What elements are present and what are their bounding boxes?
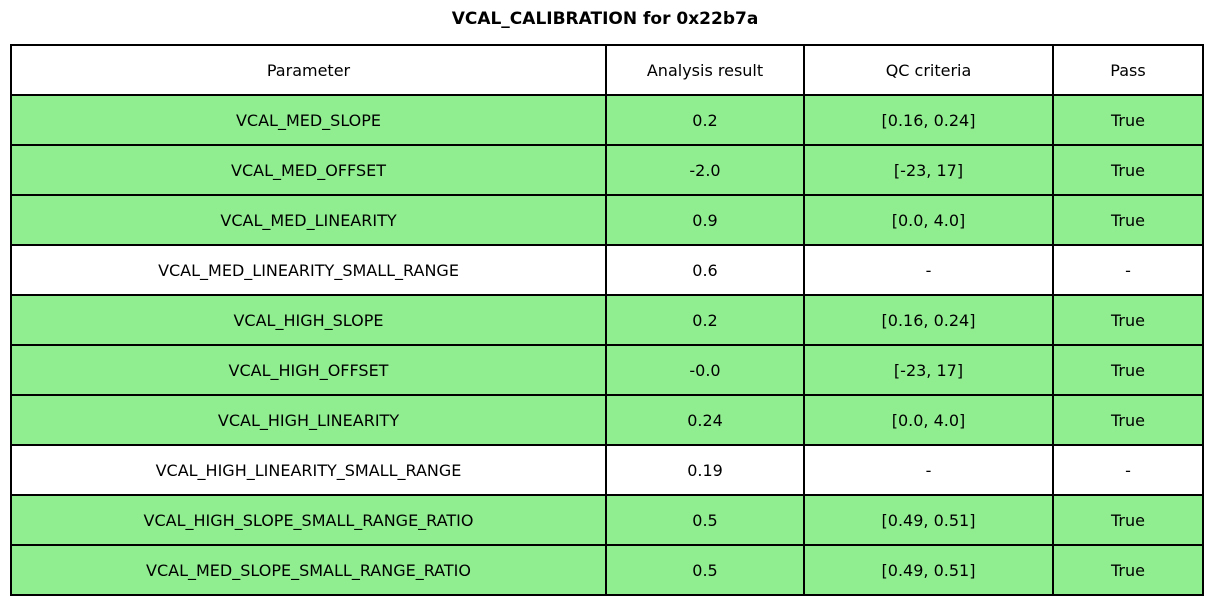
parameter-cell: VCAL_MED_SLOPE_SMALL_RANGE_RATIO (10, 544, 607, 596)
column-header-parameter: Parameter (10, 44, 607, 96)
qc-criteria-cell: [-23, 17] (803, 344, 1054, 396)
qc-criteria-cell: [0.0, 4.0] (803, 194, 1054, 246)
table-row: VCAL_MED_SLOPE_SMALL_RANGE_RATIO 0.5 [0.49… (10, 544, 1204, 596)
qc-criteria-cell: - (803, 444, 1054, 496)
pass-cell: True (1052, 544, 1204, 596)
pass-cell: True (1052, 144, 1204, 196)
table-row: VCAL_HIGH_SLOPE_SMALL_RANGE_RATIO 0.5 [0.4… (10, 494, 1204, 546)
column-header-qc-criteria: QC criteria (803, 44, 1054, 96)
table-row: VCAL_HIGH_LINEARITY 0.24 [0.0, 4.0] True (10, 394, 1204, 446)
parameter-cell: VCAL_HIGH_LINEARITY (10, 394, 607, 446)
pass-cell: True (1052, 294, 1204, 346)
qc-results-table: Parameter Analysis result QC criteria Pa… (10, 44, 1204, 596)
parameter-cell: VCAL_MED_SLOPE (10, 94, 607, 146)
parameter-cell: VCAL_HIGH_SLOPE_SMALL_RANGE_RATIO (10, 494, 607, 546)
pass-cell: True (1052, 494, 1204, 546)
qc-criteria-cell: [0.16, 0.24] (803, 294, 1054, 346)
pass-cell: True (1052, 394, 1204, 446)
analysis-result-cell: 0.6 (605, 244, 805, 296)
table-row: VCAL_MED_SLOPE 0.2 [0.16, 0.24] True (10, 94, 1204, 146)
parameter-cell: VCAL_MED_LINEARITY (10, 194, 607, 246)
table-row: VCAL_MED_OFFSET -2.0 [-23, 17] True (10, 144, 1204, 196)
analysis-result-cell: -0.0 (605, 344, 805, 396)
analysis-result-cell: 0.2 (605, 94, 805, 146)
pass-cell: True (1052, 94, 1204, 146)
parameter-cell: VCAL_HIGH_OFFSET (10, 344, 607, 396)
table-row: VCAL_HIGH_LINEARITY_SMALL_RANGE 0.19- - (10, 444, 1204, 496)
parameter-cell: VCAL_MED_LINEARITY_SMALL_RANGE (10, 244, 607, 296)
pass-cell: - (1052, 244, 1204, 296)
table-row: VCAL_HIGH_SLOPE 0.2 [0.16, 0.24] True (10, 294, 1204, 346)
column-header-pass: Pass (1052, 44, 1204, 96)
column-header-analysis-result: Analysis result (605, 44, 805, 96)
analysis-result-cell: 0.9 (605, 194, 805, 246)
table-header-row: Parameter Analysis result QC criteria Pa… (10, 44, 1204, 96)
qc-criteria-cell: [0.49, 0.51] (803, 544, 1054, 596)
qc-criteria-cell: [-23, 17] (803, 144, 1054, 196)
qc-criteria-cell: [0.16, 0.24] (803, 94, 1054, 146)
table-row: VCAL_MED_LINEARITY_SMALL_RANGE 0.6- - (10, 244, 1204, 296)
qc-criteria-cell: - (803, 244, 1054, 296)
qc-criteria-cell: [0.0, 4.0] (803, 394, 1054, 446)
parameter-cell: VCAL_HIGH_LINEARITY_SMALL_RANGE (10, 444, 607, 496)
analysis-result-cell: 0.24 (605, 394, 805, 446)
analysis-result-cell: 0.19 (605, 444, 805, 496)
analysis-result-cell: 0.2 (605, 294, 805, 346)
analysis-result-cell: 0.5 (605, 494, 805, 546)
page-title: VCAL_CALIBRATION for 0x22b7a (451, 9, 759, 29)
pass-cell: True (1052, 194, 1204, 246)
pass-cell: True (1052, 344, 1204, 396)
table-row: VCAL_HIGH_OFFSET -0.0 [-23, 17] True (10, 344, 1204, 396)
parameter-cell: VCAL_HIGH_SLOPE (10, 294, 607, 346)
analysis-result-cell: -2.0 (605, 144, 805, 196)
pass-cell: - (1052, 444, 1204, 496)
table-row: VCAL_MED_LINEARITY 0.9 [0.0, 4.0] True (10, 194, 1204, 246)
parameter-cell: VCAL_MED_OFFSET (10, 144, 607, 196)
analysis-result-cell: 0.5 (605, 544, 805, 596)
qc-criteria-cell: [0.49, 0.51] (803, 494, 1054, 546)
